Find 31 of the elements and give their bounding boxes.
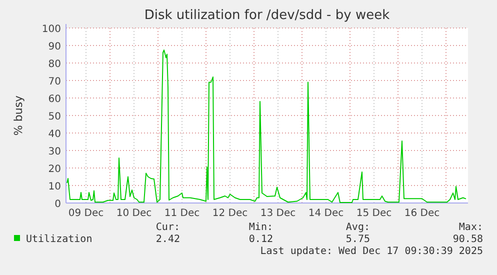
- y-tick-label: 60: [48, 94, 61, 105]
- legend-label: Utilization: [26, 234, 92, 245]
- y-tick-label: 70: [48, 76, 61, 88]
- x-tick-label: 09 Dec: [68, 208, 104, 219]
- y-tick-label: 80: [48, 59, 61, 70]
- x-tick-label: 12 Dec: [212, 208, 248, 219]
- y-axis-title: % busy: [12, 94, 25, 136]
- text: 2.42: [156, 234, 180, 245]
- x-tick-label: 10 Dec: [116, 208, 152, 219]
- x-tick-label: 15 Dec: [356, 208, 392, 219]
- y-tick-label: 50: [48, 112, 61, 122]
- text: 5.75: [346, 234, 370, 245]
- chart-title: Disk utilization for /dev/sdd - by week: [144, 8, 390, 23]
- text: 90.58: [452, 234, 483, 245]
- y-tick-label: 20: [48, 164, 61, 175]
- y-tick-label: 100: [42, 24, 61, 35]
- text: Cur:: [156, 222, 180, 233]
- y-tick-label: 10: [48, 182, 61, 192]
- y-tick-label: 90: [48, 42, 61, 52]
- x-tick-label: 13 Dec: [260, 208, 296, 219]
- text: Max:: [458, 222, 483, 233]
- y-tick-label: 0: [54, 199, 61, 210]
- text: Last update: Wed Dec 17 09:30:39 2025: [260, 246, 483, 257]
- y-tick-label: 40: [48, 129, 61, 140]
- y-tick-label: 30: [48, 146, 61, 158]
- text: 0.12: [248, 234, 273, 245]
- x-tick-label: 16 Dec: [404, 208, 440, 219]
- x-tick-label: 11 Dec: [164, 208, 200, 219]
- text: Min:: [248, 222, 273, 233]
- text: Avg:: [346, 222, 370, 233]
- x-tick-label: 14 Dec: [308, 208, 344, 219]
